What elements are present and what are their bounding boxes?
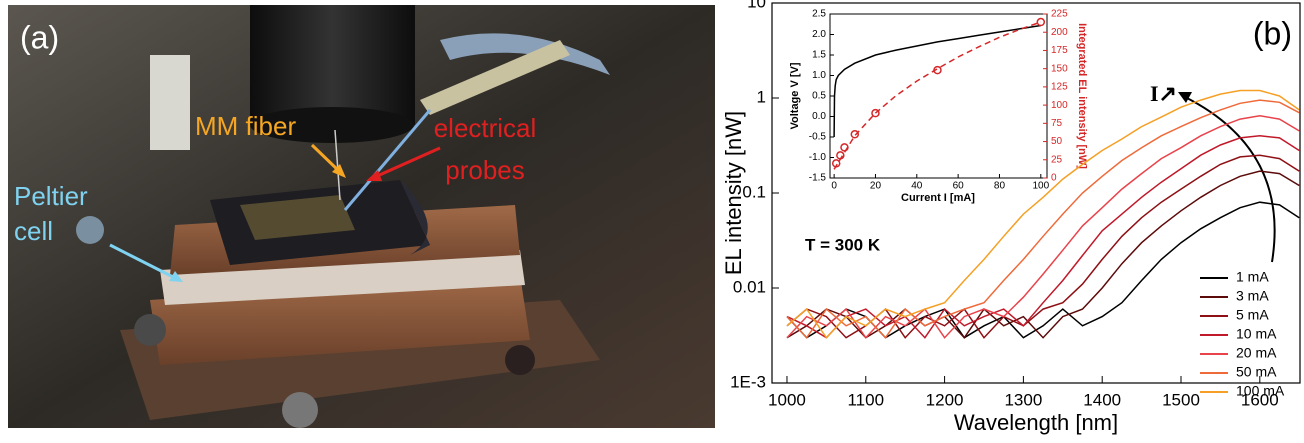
legend-label: 10 mA bbox=[1236, 326, 1277, 342]
y-axis-title: EL intensity [nW] bbox=[721, 111, 746, 275]
chip bbox=[240, 195, 355, 240]
inset-y2-tick-label: 50 bbox=[1051, 136, 1063, 147]
annotation: I↗ bbox=[1150, 81, 1177, 106]
arrow-head bbox=[169, 271, 183, 282]
inset-x-title: Current I [mA] bbox=[901, 192, 975, 204]
inset-y-tick-label: -1.5 bbox=[809, 173, 827, 184]
inset-marker bbox=[871, 108, 880, 118]
peltier bbox=[160, 250, 525, 305]
spectrum-line bbox=[786, 170, 1300, 339]
fiber-arrow bbox=[310, 143, 342, 174]
y-tick-label: 1 bbox=[757, 87, 766, 106]
x-axis-title: Wavelength [nm] bbox=[954, 410, 1118, 435]
photo-label: electrical bbox=[434, 113, 537, 143]
probe-holder bbox=[420, 40, 570, 115]
probe bbox=[343, 109, 432, 211]
inset-x-tick-label: 80 bbox=[994, 181, 1006, 192]
spectrum-line bbox=[786, 99, 1300, 339]
screw bbox=[282, 392, 318, 428]
x-tick-label: 1300 bbox=[1004, 390, 1042, 409]
inset-y-tick-label: 0.5 bbox=[812, 91, 826, 102]
spectrum-line bbox=[786, 135, 1300, 339]
inset-y-tick-label: 1.5 bbox=[812, 50, 826, 61]
inset-x-tick-label: 0 bbox=[831, 181, 837, 192]
x-tick-label: 1100 bbox=[847, 390, 884, 409]
photo: (a) MM fiber electrical probes Peltier c… bbox=[8, 5, 715, 428]
x-tick-label: 1000 bbox=[768, 390, 806, 409]
legend-label: 20 mA bbox=[1236, 345, 1277, 361]
arrow-head bbox=[366, 170, 382, 181]
x-tick-label: 1400 bbox=[1083, 390, 1121, 409]
inset-y-tick-label: 2.0 bbox=[812, 29, 826, 40]
spectrum-line bbox=[786, 89, 1300, 339]
y-tick-label: 1E-3 bbox=[730, 372, 766, 391]
screw bbox=[76, 216, 104, 244]
inset-line bbox=[833, 24, 1041, 138]
inset-y2-tick-label: 0 bbox=[1051, 173, 1057, 184]
inset-y-tick-label: -1.0 bbox=[809, 152, 827, 163]
y-tick-label: 0.01 bbox=[733, 277, 766, 296]
legend-label: 50 mA bbox=[1236, 364, 1277, 380]
inset-y2-tick-label: 225 bbox=[1051, 9, 1068, 20]
peltier-arrow bbox=[109, 243, 176, 280]
photo-label: probes bbox=[445, 155, 525, 185]
inset-y2-tick-label: 175 bbox=[1051, 45, 1068, 56]
screw bbox=[134, 314, 166, 346]
panel-label: (a) bbox=[20, 19, 59, 55]
inset-y2-tick-label: 25 bbox=[1051, 154, 1063, 165]
inset-y-title: Voltage V [V] bbox=[789, 62, 801, 129]
inset-y-tick-label: 2.5 bbox=[812, 9, 826, 20]
wafer-edge bbox=[400, 180, 430, 255]
inset-x-tick-label: 40 bbox=[911, 181, 923, 192]
inset-marker bbox=[850, 130, 860, 139]
y-tick-label: 0.1 bbox=[742, 182, 766, 201]
spectrum-line bbox=[786, 115, 1300, 339]
inset-y2-tick-label: 100 bbox=[1051, 100, 1068, 111]
photo-label: MM fiber bbox=[195, 111, 296, 141]
objective bbox=[250, 5, 415, 125]
legend-label: 5 mA bbox=[1236, 307, 1269, 323]
legend-label: 1 mA bbox=[1236, 269, 1269, 285]
panel-label: (b) bbox=[1253, 15, 1292, 51]
inset-y2-title: Integrated EL intensity [nW] bbox=[1076, 23, 1088, 169]
y-tick-label: 10 bbox=[747, 0, 766, 11]
legend-label: 100 mA bbox=[1236, 383, 1285, 399]
inset-x-tick-label: 20 bbox=[870, 181, 882, 192]
fiber bbox=[334, 129, 341, 201]
x-tick-label: 1200 bbox=[926, 390, 964, 409]
photo-label: cell bbox=[14, 216, 53, 246]
inset-y-tick-label: 0.0 bbox=[812, 111, 826, 122]
inset-line bbox=[833, 21, 1042, 170]
inset-y2-tick-label: 200 bbox=[1051, 27, 1068, 38]
trend-arrow bbox=[1184, 96, 1276, 263]
cable bbox=[440, 33, 610, 75]
inset-x-tick-label: 100 bbox=[1032, 181, 1049, 192]
arrow-head bbox=[1178, 92, 1192, 103]
annotation: T = 300 K bbox=[805, 235, 881, 254]
arrow-head bbox=[332, 164, 346, 178]
x-tick-label: 1600 bbox=[1241, 390, 1279, 409]
inset-y2-tick-label: 75 bbox=[1051, 118, 1063, 129]
hole bbox=[505, 345, 535, 375]
white-block bbox=[150, 55, 190, 150]
inset-marker bbox=[1036, 17, 1046, 27]
inset-y-tick-label: -0.5 bbox=[809, 132, 827, 143]
objective-bottom bbox=[250, 107, 414, 143]
x-tick-label: 1500 bbox=[1162, 390, 1200, 409]
inset-y2-tick-label: 125 bbox=[1051, 82, 1068, 93]
inset-x-tick-label: 60 bbox=[953, 181, 965, 192]
legend-label: 3 mA bbox=[1236, 288, 1269, 304]
probe-arrow bbox=[374, 146, 441, 179]
inset-y-tick-label: 1.0 bbox=[812, 70, 826, 81]
inset-y2-tick-label: 150 bbox=[1051, 63, 1068, 74]
photo-label: Peltier bbox=[14, 181, 88, 211]
